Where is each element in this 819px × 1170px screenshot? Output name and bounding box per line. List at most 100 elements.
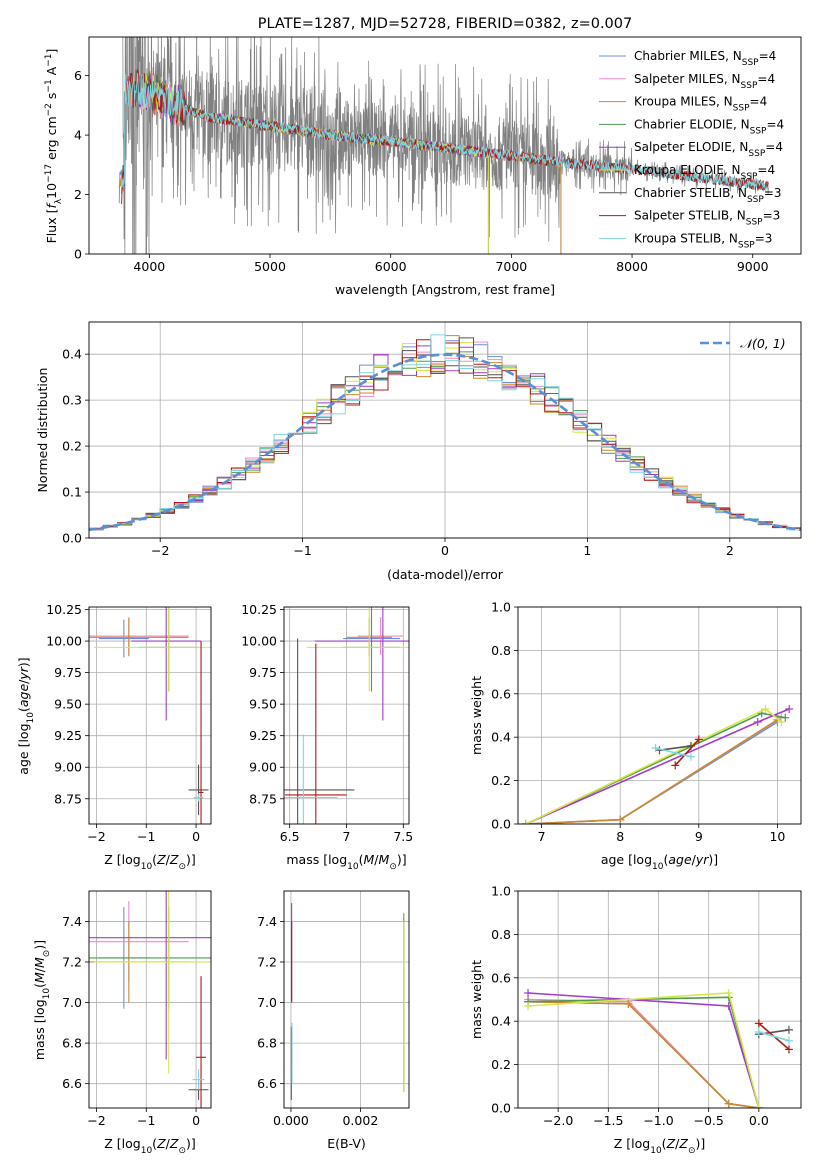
label-part: Salpeter MILES, N bbox=[634, 72, 741, 86]
label-part: −1 bbox=[44, 79, 54, 92]
y-tick-label: 7.4 bbox=[257, 914, 277, 929]
series-chabrier-elodie bbox=[527, 996, 760, 1108]
legend-entry: Salpeter STELIB, NSSP=3 bbox=[634, 209, 780, 228]
label-part: M bbox=[379, 852, 390, 867]
x-tick-label: 7000 bbox=[495, 259, 527, 274]
y-tick-label: 9.25 bbox=[54, 728, 82, 743]
label-part: 10 bbox=[42, 988, 52, 1000]
label-part: )] bbox=[16, 657, 31, 667]
label-part: SSP bbox=[741, 172, 758, 182]
y-tick-label: 0.0 bbox=[491, 817, 511, 832]
x-axis-label: E(B-V) bbox=[327, 1136, 366, 1151]
label-part: 10 bbox=[650, 1146, 662, 1156]
x-axis-label: Z [log10(Z/Z⊙)] bbox=[104, 852, 196, 872]
series-kroupa-stelib bbox=[655, 747, 692, 758]
label-part: yr bbox=[695, 852, 709, 867]
label-part: Z bbox=[678, 1136, 688, 1151]
x-tick-label: −1 bbox=[137, 1113, 155, 1128]
x-tick-label: 5000 bbox=[254, 259, 286, 274]
x-tick-label: −2 bbox=[151, 543, 169, 558]
panel-mass_vs_Z: −2 −1 0 6.6 6.8 7.0 7.2 7.4 bbox=[62, 890, 212, 1128]
label-part: age bbox=[16, 684, 31, 708]
y-tick-label: 0.8 bbox=[491, 643, 511, 658]
y-tick-label: 10.00 bbox=[46, 634, 82, 649]
label-part: ( bbox=[152, 1136, 157, 1151]
label-part: ⊙ bbox=[178, 1146, 186, 1156]
x-tick-label: 0.002 bbox=[342, 1113, 378, 1128]
y-tick-label: 0.6 bbox=[491, 970, 511, 985]
plot-area bbox=[290, 903, 405, 1100]
y-tick-label: 9.25 bbox=[249, 728, 277, 743]
x-tick-label: 0.0 bbox=[749, 1113, 769, 1128]
label-part: f bbox=[44, 203, 59, 209]
label-part: A bbox=[44, 66, 59, 79]
x-tick-label: 7 bbox=[538, 829, 546, 844]
y-axis-label: Flux [fλ10−17 erg cm−2 s−1 A−1] bbox=[44, 49, 64, 244]
label-part: Flux [ bbox=[44, 209, 59, 244]
label-part: Chabrier STELIB, N bbox=[634, 186, 747, 200]
label-part: age [log bbox=[601, 852, 652, 867]
label-part: =4 bbox=[766, 117, 784, 131]
y-tick-label: 6.8 bbox=[257, 1036, 277, 1051]
label-part: ( bbox=[662, 1136, 667, 1151]
label-part: Chabrier ELODIE, N bbox=[634, 117, 750, 131]
label-part: M bbox=[32, 972, 47, 983]
label-part: =4 bbox=[765, 140, 783, 154]
data-spectrum bbox=[122, 37, 769, 254]
y-tick-label: 0.6 bbox=[491, 686, 511, 701]
label-part: λ bbox=[54, 198, 64, 204]
label-part: Z bbox=[156, 1136, 166, 1151]
x-tick-label: 8000 bbox=[616, 259, 648, 274]
label-part: SSP bbox=[741, 81, 758, 91]
y-tick-label: 8.75 bbox=[54, 791, 82, 806]
series-kroupa-elodie bbox=[527, 992, 760, 1108]
x-tick-label: −1.0 bbox=[643, 1113, 673, 1128]
x-tick-label: 0 bbox=[441, 543, 449, 558]
x-tick-label: 0.000 bbox=[273, 1113, 309, 1128]
y-tick-label: 7.2 bbox=[257, 954, 277, 969]
label-part: =3 bbox=[755, 231, 773, 245]
x-tick-label: 6.5 bbox=[280, 829, 300, 844]
label-part: 10 bbox=[44, 183, 59, 199]
x-axis-label: mass [log10(M/M⊙)] bbox=[286, 852, 406, 872]
y-tick-label: 1.0 bbox=[491, 884, 511, 899]
label-part: ⊙ bbox=[42, 950, 52, 958]
label-part: SSP bbox=[750, 126, 767, 136]
y-tick-label: 9.75 bbox=[54, 665, 82, 680]
x-tick-label: −0.5 bbox=[693, 1113, 723, 1128]
label-part: SSP bbox=[746, 218, 763, 228]
label-part: s bbox=[44, 93, 59, 104]
y-tick-label: 7.4 bbox=[62, 914, 82, 929]
legend-entry: Kroupa MILES, NSSP=4 bbox=[634, 95, 767, 114]
plot-area bbox=[89, 607, 211, 824]
model-spectrum-kroupa-stelib bbox=[121, 73, 769, 193]
x-tick-label: 9 bbox=[695, 829, 703, 844]
label-part: SSP bbox=[733, 104, 750, 114]
series-salpeter-stelib bbox=[674, 738, 700, 766]
label-part: SSP bbox=[748, 149, 765, 159]
label-part: / bbox=[166, 852, 171, 867]
panel-age_vs_mass: 6.5 7 7.5 8.75 9.00 9.25 9.50 9.75 10.00 10.25 bbox=[241, 602, 413, 844]
y-tick-label: 0.3 bbox=[62, 393, 82, 408]
label-part: Kroupa ELODIE, N bbox=[634, 163, 741, 177]
legend-entry: 𝒩(0, 1) bbox=[740, 336, 786, 351]
y-tick-label: 10.25 bbox=[46, 602, 82, 617]
label-part: Z bbox=[666, 1136, 676, 1151]
y-tick-label: 9.75 bbox=[249, 665, 277, 680]
label-part: ( bbox=[663, 852, 668, 867]
y-tick-label: 0.4 bbox=[62, 347, 82, 362]
y-tick-label: 6.6 bbox=[62, 1076, 82, 1091]
y-tick-label: 10.25 bbox=[241, 602, 277, 617]
y-tick-label: 4 bbox=[74, 128, 82, 143]
label-part: Chabrier MILES, N bbox=[634, 49, 742, 63]
x-tick-label: −2 bbox=[87, 1113, 105, 1128]
y-tick-label: 8.75 bbox=[249, 791, 277, 806]
panel-residuals: −2 −1 0 1 2 0.0 0.1 0.2 0.3 0.4 bbox=[62, 321, 802, 558]
label-part: E(B-V) bbox=[327, 1136, 366, 1151]
x-tick-label: −2.0 bbox=[543, 1113, 573, 1128]
label-part: 10 bbox=[652, 862, 664, 872]
label-part: / bbox=[166, 1136, 171, 1151]
series-kroupa-stelib bbox=[758, 1031, 790, 1042]
figure-title: PLATE=1287, MJD=52728, FIBERID=0382, z=0… bbox=[258, 16, 632, 32]
label-part: ( bbox=[32, 983, 47, 988]
